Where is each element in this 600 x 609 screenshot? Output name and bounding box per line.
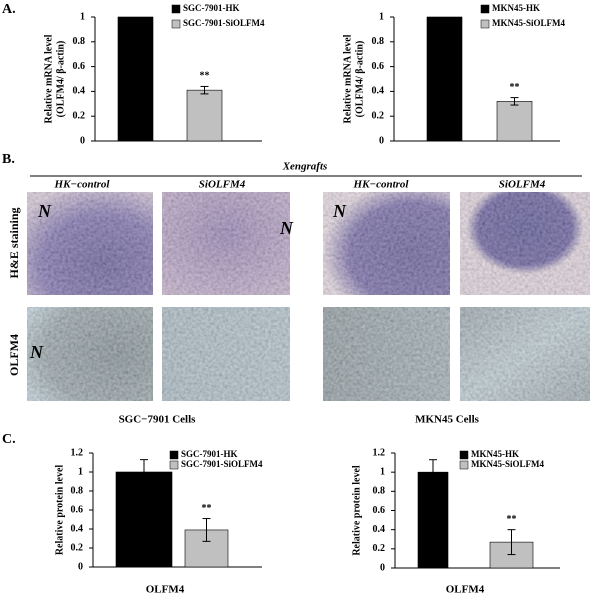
legend-swatch: [480, 19, 490, 29]
legend-swatch: [169, 450, 179, 460]
y-tick-label: 0.4: [373, 524, 386, 535]
y-tick-label: 0.8: [373, 486, 386, 497]
nucleus-mark: N: [332, 201, 347, 221]
nucleus-mark: N: [37, 201, 52, 221]
column-header: SiOLFM4: [499, 179, 546, 191]
significance-mark: **: [510, 82, 520, 93]
y-tick-label: 0: [78, 561, 83, 572]
y-tick-label: 0.4: [372, 86, 385, 97]
legend-swatch: [171, 19, 181, 29]
y-tick-label: 0: [380, 562, 385, 573]
y-tick-label: 0.2: [372, 110, 385, 121]
legend-label: SGC-7901-SiOLFM4: [183, 18, 265, 28]
y-axis-label: Relative mRNA level: [43, 34, 54, 123]
image: [323, 307, 450, 401]
bar: [117, 16, 154, 142]
error-bar: [140, 459, 148, 485]
bar: [186, 89, 223, 142]
y-tick-label: 0.2: [71, 542, 84, 553]
y-tick-label: 0.6: [73, 61, 86, 72]
legend-label: SGC-7901-HK: [181, 449, 238, 459]
y-tick-label: 0.4: [71, 523, 84, 534]
y-tick-label: 0.8: [372, 36, 385, 47]
bar: [496, 101, 533, 142]
y-axis-label: Relative protein level: [54, 465, 65, 556]
chart: 0 0.2 0.4 0.6 0.8 1 1.2 Relative protein level O…: [54, 447, 263, 595]
y-tick-label: 1: [379, 11, 384, 22]
cell-line-label: SGC−7901 Cells: [119, 414, 197, 426]
legend-label: MKN45-HK: [471, 449, 519, 459]
significance-mark: **: [507, 514, 517, 525]
legend-swatch: [480, 4, 490, 14]
legend-label: MKN45-HK: [492, 3, 540, 13]
bar: [417, 471, 449, 569]
bar: [426, 16, 463, 142]
legend-label: MKN45-SiOLFM4: [492, 18, 565, 28]
y-tick-label: 0.8: [73, 36, 86, 47]
error-bar: [510, 97, 519, 106]
y-axis-label: (OLFM4/ β-actin): [354, 41, 365, 118]
y-tick-label: 1.2: [373, 447, 386, 458]
panel-label: B.: [2, 152, 15, 167]
bar: [115, 471, 173, 568]
cell-line-label: MKN45 Cells: [415, 414, 480, 426]
y-tick-label: 0.6: [373, 505, 386, 516]
row-label: H&E staining: [7, 207, 21, 278]
y-tick-label: 1: [80, 11, 85, 22]
y-tick-label: 0.8: [71, 485, 84, 496]
y-tick-label: 1: [380, 466, 385, 477]
panel-label: A.: [2, 2, 16, 17]
error-bar: [202, 518, 211, 542]
y-tick-label: 0.2: [373, 543, 386, 554]
y-tick-label: 0.4: [73, 86, 86, 97]
image: [162, 307, 290, 401]
image: [27, 307, 153, 401]
y-axis-label: Relative protein level: [351, 465, 362, 556]
chart: 0 0.2 0.4 0.6 0.8 1 Relative mRNA level (OLFM4/…: [43, 3, 265, 146]
x-axis-label: OLFM4: [446, 584, 485, 596]
y-tick-label: 0: [80, 135, 85, 146]
y-tick-label: 0.6: [71, 504, 84, 515]
error-bar: [507, 529, 516, 556]
row-label: OLFM4: [7, 334, 21, 376]
y-tick-label: 1.2: [71, 447, 84, 458]
column-header: SiOLFM4: [199, 179, 246, 191]
y-tick-label: 0.2: [73, 110, 86, 121]
error-bar: [429, 459, 437, 486]
image: [162, 192, 290, 295]
significance-mark: **: [202, 503, 212, 514]
chart: 0 0.2 0.4 0.6 0.8 1 Relative mRNA level (OLFM4/…: [342, 3, 565, 146]
image: [27, 192, 153, 295]
legend-label: SGC-7901-SiOLFM4: [181, 459, 263, 469]
legend-label: MKN45-SiOLFM4: [471, 459, 544, 469]
nucleus-mark: N: [29, 342, 44, 362]
legend-label: SGC-7901-HK: [183, 3, 240, 13]
y-axis-label: (OLFM4/ β-actin): [55, 41, 66, 118]
significance-mark: **: [200, 71, 210, 82]
column-header: HK−control: [353, 179, 410, 191]
column-header: HK−control: [54, 179, 111, 191]
image: [323, 192, 450, 295]
y-tick-label: 1: [78, 466, 83, 477]
legend-swatch: [169, 460, 179, 470]
nucleus-mark: N: [279, 218, 294, 238]
y-tick-label: 0: [379, 135, 384, 146]
legend-swatch: [459, 450, 469, 460]
chart: 0 0.2 0.4 0.6 0.8 1 1.2 Relative protein level O…: [351, 447, 560, 596]
section-title: Xengrafts: [282, 161, 328, 173]
image: [460, 307, 590, 401]
legend-swatch: [459, 460, 469, 470]
x-axis-label: OLFM4: [146, 584, 185, 596]
y-axis-label: Relative mRNA level: [342, 34, 353, 123]
panel-label: C.: [2, 432, 16, 447]
error-bar: [200, 85, 209, 95]
image: [460, 192, 590, 295]
histology-panel: A. B. C. Xengrafts HK−control SiOLFM4 HK…: [2, 2, 590, 447]
y-tick-label: 0.6: [372, 61, 385, 72]
legend-swatch: [171, 4, 181, 14]
